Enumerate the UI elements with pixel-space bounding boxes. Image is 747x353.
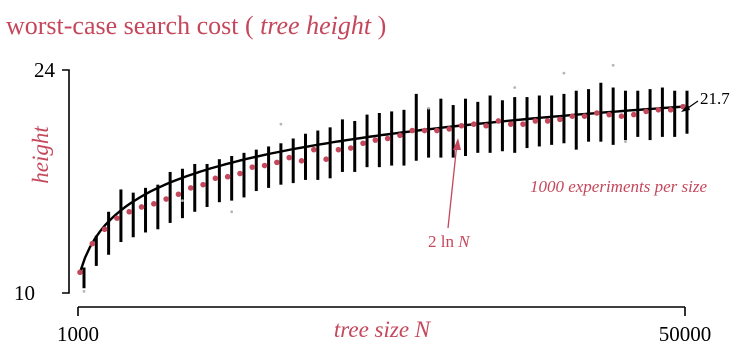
mean-point [77,269,83,276]
mean-point [384,135,391,142]
outlier-point [82,290,86,293]
end-value-arrowhead [681,104,690,112]
x-axis-label-text: tree size [334,317,409,342]
mean-point [655,107,662,113]
mean-point [532,118,539,124]
mean-point [544,118,551,124]
mean-point [594,110,600,116]
fit-curve-2lnN [78,105,684,273]
mean-point [618,113,625,119]
mean-point [507,121,514,127]
mean-point [224,173,231,180]
mean-point [360,140,366,147]
mean-point [667,107,674,113]
mean-point [126,208,133,215]
x-tick-label-max: 50000 [659,322,712,346]
y-axis-label: height [28,126,53,184]
curve-label-var: N [457,232,471,251]
mean-points [77,103,686,276]
mean-point [643,108,649,115]
mean-point [311,146,317,153]
mean-point [372,137,379,143]
mean-point [483,122,489,129]
y-tick-label-min: 10 [14,281,35,305]
mean-point [138,204,145,210]
outlier-point [611,63,615,67]
mean-point [286,154,293,161]
mean-point [409,127,416,134]
mean-point [163,196,169,202]
chart-title-paren-open: ( [238,11,260,40]
mean-point [421,127,428,134]
outlier-point [427,106,430,110]
experiments-annotation: 1000 experiments per size [530,177,708,196]
mean-point [212,175,219,182]
mean-point [557,116,563,123]
mean-point [347,145,354,151]
mean-point [397,132,403,139]
outlier-point [513,86,517,89]
mean-point [458,122,465,129]
mean-point [298,157,305,164]
outlier-point [230,210,234,214]
curve-label: 2 ln N [428,232,471,251]
y-tick-label-max: 24 [34,58,56,82]
mean-point [581,113,588,119]
curve-label-arrow-line [447,142,458,229]
chart-title-main: worst-case search cost [6,11,239,40]
mean-point [470,121,477,127]
outlier-point [279,122,283,126]
outlier-point [562,71,566,75]
mean-point [569,113,576,119]
outlier-point [181,199,184,203]
mean-point [520,121,526,127]
mean-point [175,191,182,198]
mean-point [114,215,120,221]
mean-point [151,201,157,207]
curve-label-prefix: 2 ln [428,232,454,251]
mean-point [630,111,637,118]
mean-point [680,103,686,110]
mean-point [187,185,194,191]
mean-point [200,181,206,188]
mean-point [101,226,108,233]
x-tick-label-min: 1000 [57,322,99,346]
x-axis-label-var: N [414,317,432,342]
chart-title-paren-close: ) [371,11,386,40]
outlier-points [82,63,627,293]
mean-point [335,146,342,153]
y-axis-line [62,69,70,294]
outlier-point [624,140,627,144]
mean-point [434,127,440,134]
chart-title: worst-case search cost ( tree height ) [6,11,386,40]
mean-point [249,164,256,170]
chart-subtitle: tree height [260,11,372,40]
mean-point [237,170,243,177]
mean-point [261,162,268,169]
mean-point [495,118,502,124]
mean-point [274,159,280,166]
x-axis-label: tree size N [334,317,432,342]
end-value-label: 21.7 [700,89,730,108]
mean-point [89,240,96,247]
curve-label-arrowhead [453,138,461,150]
mean-point [323,156,329,162]
mean-point [606,111,612,118]
mean-point [446,126,452,132]
